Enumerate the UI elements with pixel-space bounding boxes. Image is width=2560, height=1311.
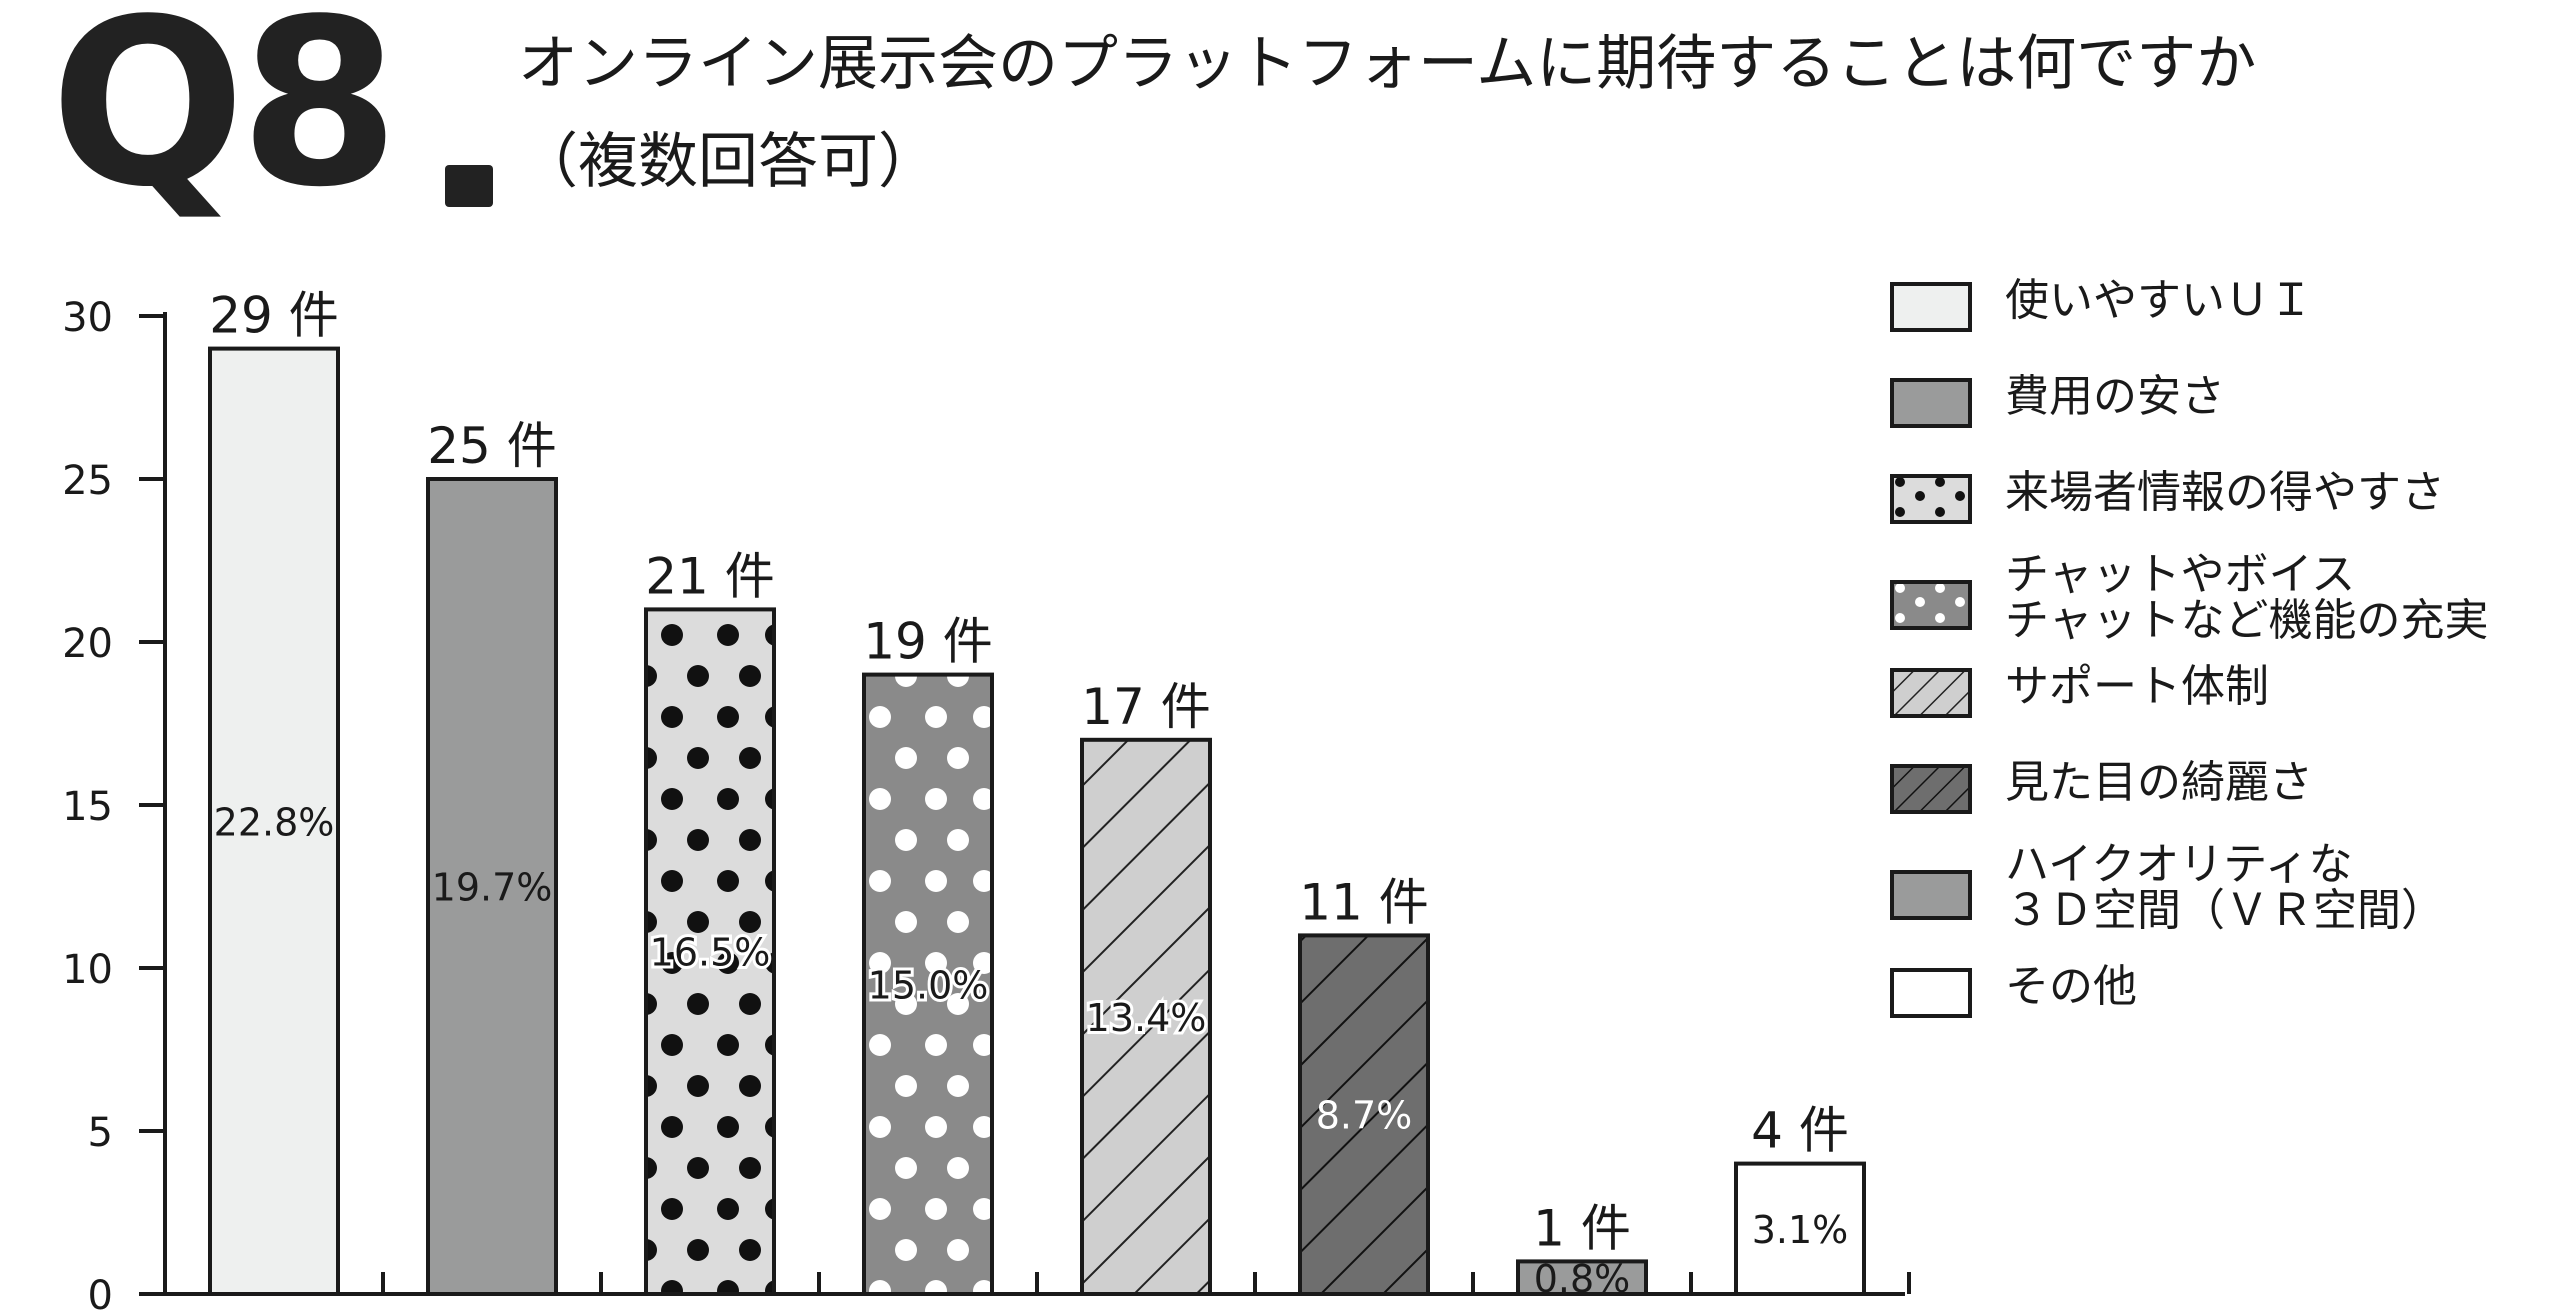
- y-tick-label: 25: [62, 458, 113, 504]
- count-label-1: 29 件: [209, 287, 339, 345]
- percent-label-1: 22.8%: [214, 800, 335, 844]
- y-tick-label: 5: [88, 1110, 113, 1156]
- legend-swatch-4: [1890, 580, 1972, 630]
- percent-label-3: 16.5%: [650, 931, 771, 975]
- y-tick-label: 15: [62, 784, 113, 830]
- y-axis: 0 5 10 15 20 25 30: [62, 295, 167, 1311]
- legend-swatch-8: [1890, 968, 1972, 1018]
- legend-label-3: 来場者情報の得やすさ: [2005, 467, 2445, 518]
- percent-label-4: 15.0%: [868, 963, 989, 1007]
- legend-label-line: 見た目の綺麗さ: [2005, 757, 2313, 808]
- count-label-3: 21 件: [645, 547, 775, 605]
- y-tick-label: 10: [62, 947, 113, 993]
- count-labels: 29 件 25 件 21 件 19 件 17 件 11 件 1 件 4 件: [209, 287, 1849, 1258]
- legend-swatch-3: [1890, 474, 1972, 524]
- legend-label-line: その他: [2005, 961, 2137, 1012]
- bar-2: [426, 477, 558, 1296]
- percent-label-8: 3.1%: [1752, 1208, 1849, 1252]
- legend-label-line: 使いやすいＵＩ: [2005, 275, 2313, 326]
- legend-label-8: その他: [2005, 961, 2137, 1012]
- legend-label-1: 使いやすいＵＩ: [2005, 275, 2313, 326]
- percent-label-6: 8.7%: [1316, 1094, 1413, 1138]
- bar-1: [208, 346, 340, 1297]
- legend-label-7: ハイクオリティな ３Ｄ空間（ＶＲ空間）: [2005, 839, 2445, 937]
- count-label-7: 1 件: [1533, 1199, 1631, 1257]
- percent-label-2: 19.7%: [432, 866, 553, 910]
- chart-title: オンライン展示会のプラットフォームに期待することは何ですか: [518, 29, 2257, 99]
- count-label-4: 19 件: [863, 613, 993, 671]
- legend: 使いやすいＵＩ 費用の安さ 来場者情報の得やすさ チャットやボイス チャットなど機能の充…: [1890, 275, 2530, 1040]
- bar-7: [1516, 1259, 1648, 1297]
- legend-label-2: 費用の安さ: [2005, 371, 2225, 422]
- legend-label-line: サポート体制: [2005, 661, 2269, 712]
- bar-4: [862, 672, 994, 1296]
- bar-8: [1734, 1161, 1866, 1296]
- question-number-dot: [445, 165, 493, 207]
- bar-6: [1298, 933, 1430, 1297]
- legend-label-line: 来場者情報の得やすさ: [2005, 467, 2445, 518]
- legend-swatch-7: [1890, 870, 1972, 920]
- legend-label-line: チャットなど機能の充実: [2005, 595, 2489, 647]
- y-tick-label: 0: [88, 1273, 113, 1311]
- legend-swatch-1: [1890, 282, 1972, 332]
- legend-label-line: 費用の安さ: [2005, 371, 2225, 422]
- count-label-8: 4 件: [1751, 1102, 1849, 1160]
- bar-3: [644, 607, 776, 1296]
- y-tick-label: 30: [62, 295, 113, 341]
- legend-label-6: 見た目の綺麗さ: [2005, 757, 2313, 808]
- chart-subtitle: （複数回答可）: [518, 127, 938, 197]
- legend-label-line: チャットやボイス: [2005, 549, 2356, 600]
- question-number: Q8: [50, 0, 400, 238]
- legend-swatch-6: [1890, 764, 1972, 814]
- count-label-5: 17 件: [1081, 678, 1211, 736]
- bars: [208, 346, 1866, 1297]
- bar-5: [1080, 737, 1212, 1296]
- count-label-2: 25 件: [427, 417, 557, 475]
- percent-label-5: 13.4%: [1086, 996, 1207, 1040]
- y-tick-label: 20: [62, 621, 113, 667]
- percent-label-7: 0.8%: [1534, 1257, 1631, 1301]
- legend-label-5: サポート体制: [2005, 661, 2269, 712]
- header: Q8 オンライン展示会のプラットフォームに期待することは何ですか （複数回答可）: [0, 0, 2560, 230]
- legend-label-line: ３Ｄ空間（ＶＲ空間）: [2005, 885, 2445, 937]
- legend-swatch-5: [1890, 668, 1972, 718]
- percent-labels: 22.8% 19.7% 16.5% 15.0% 13.4% 8.7% 0.8% 3.1%: [214, 800, 1849, 1301]
- count-label-6: 11 件: [1299, 873, 1429, 931]
- legend-swatch-2: [1890, 378, 1972, 428]
- legend-label-line: ハイクオリティな: [2005, 839, 2353, 890]
- legend-label-4: チャットやボイス チャットなど機能の充実: [2005, 549, 2489, 647]
